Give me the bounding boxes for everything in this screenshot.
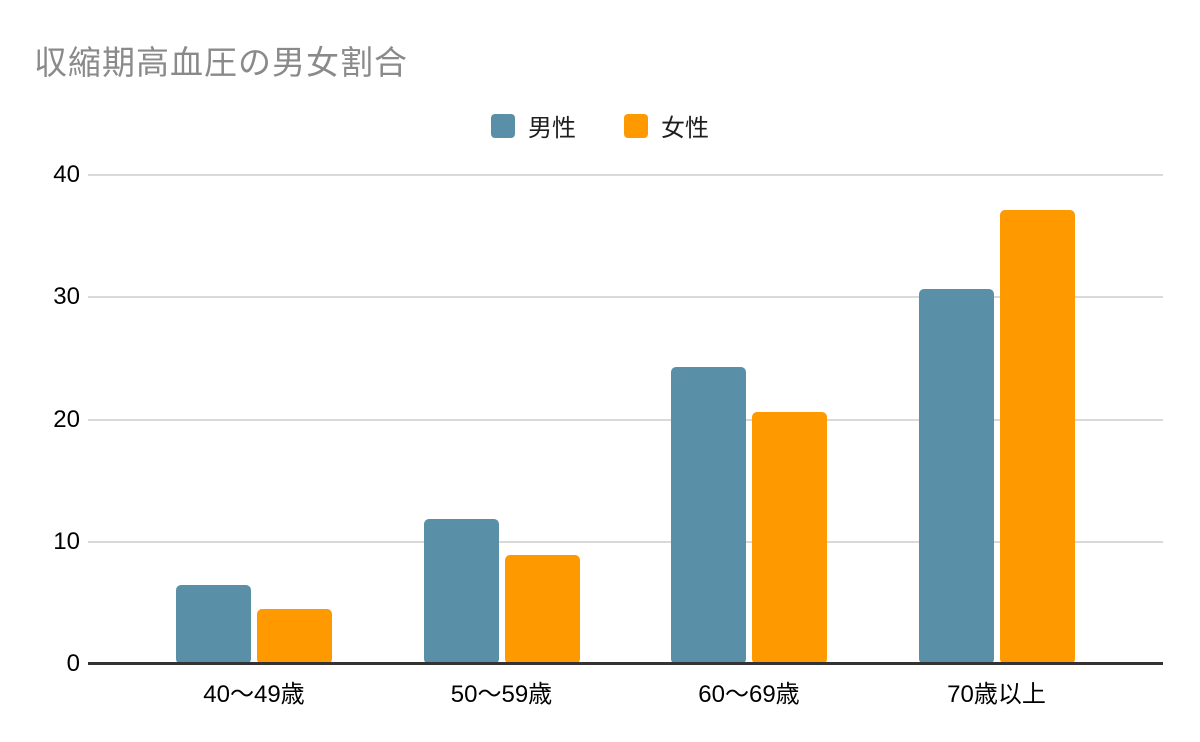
legend-label: 女性 (661, 115, 709, 142)
bar-女性-70歳以上 (999, 210, 1075, 664)
x-axis-tick-label: 60〜69歳 (698, 681, 800, 708)
chart-title: 収縮期高血圧の男女割合 (34, 44, 408, 81)
x-axis-tick-label: 40〜49歳 (203, 681, 305, 708)
y-axis-tick-label: 10 (53, 527, 80, 555)
legend-item-1: 女性 (624, 108, 709, 143)
bar-女性-50〜59歳 (504, 555, 580, 664)
x-axis-tick-label: 50〜59歳 (450, 681, 553, 708)
y-axis-tick-label: 30 (53, 283, 80, 311)
bar-男性-50〜59歳 (423, 518, 499, 664)
x-axis-tick-label: 70歳以上 (947, 681, 1046, 708)
gridline-30 (88, 296, 1163, 299)
gridline-20 (88, 418, 1163, 421)
legend-item-0: 男性 (491, 108, 576, 143)
bar-男性-70歳以上 (918, 288, 994, 664)
y-axis-tick-label: 40 (53, 161, 80, 188)
y-axis-tick-label: 20 (53, 405, 80, 433)
legend-swatch-icon (624, 113, 648, 138)
legend-label: 男性 (528, 115, 576, 142)
chart-legend: 男性 女性 (0, 108, 1200, 143)
legend-swatch-icon (491, 113, 515, 138)
bar-男性-60〜69歳 (671, 366, 746, 664)
gridline-10 (88, 540, 1163, 543)
bar-女性-60〜69歳 (752, 412, 827, 664)
gridline-40 (88, 174, 1163, 176)
bar-女性-40〜49歳 (257, 608, 332, 664)
bar-男性-40〜49歳 (176, 584, 251, 664)
y-axis-tick-label: 0 (66, 650, 80, 677)
x-axis-line (88, 662, 1163, 665)
